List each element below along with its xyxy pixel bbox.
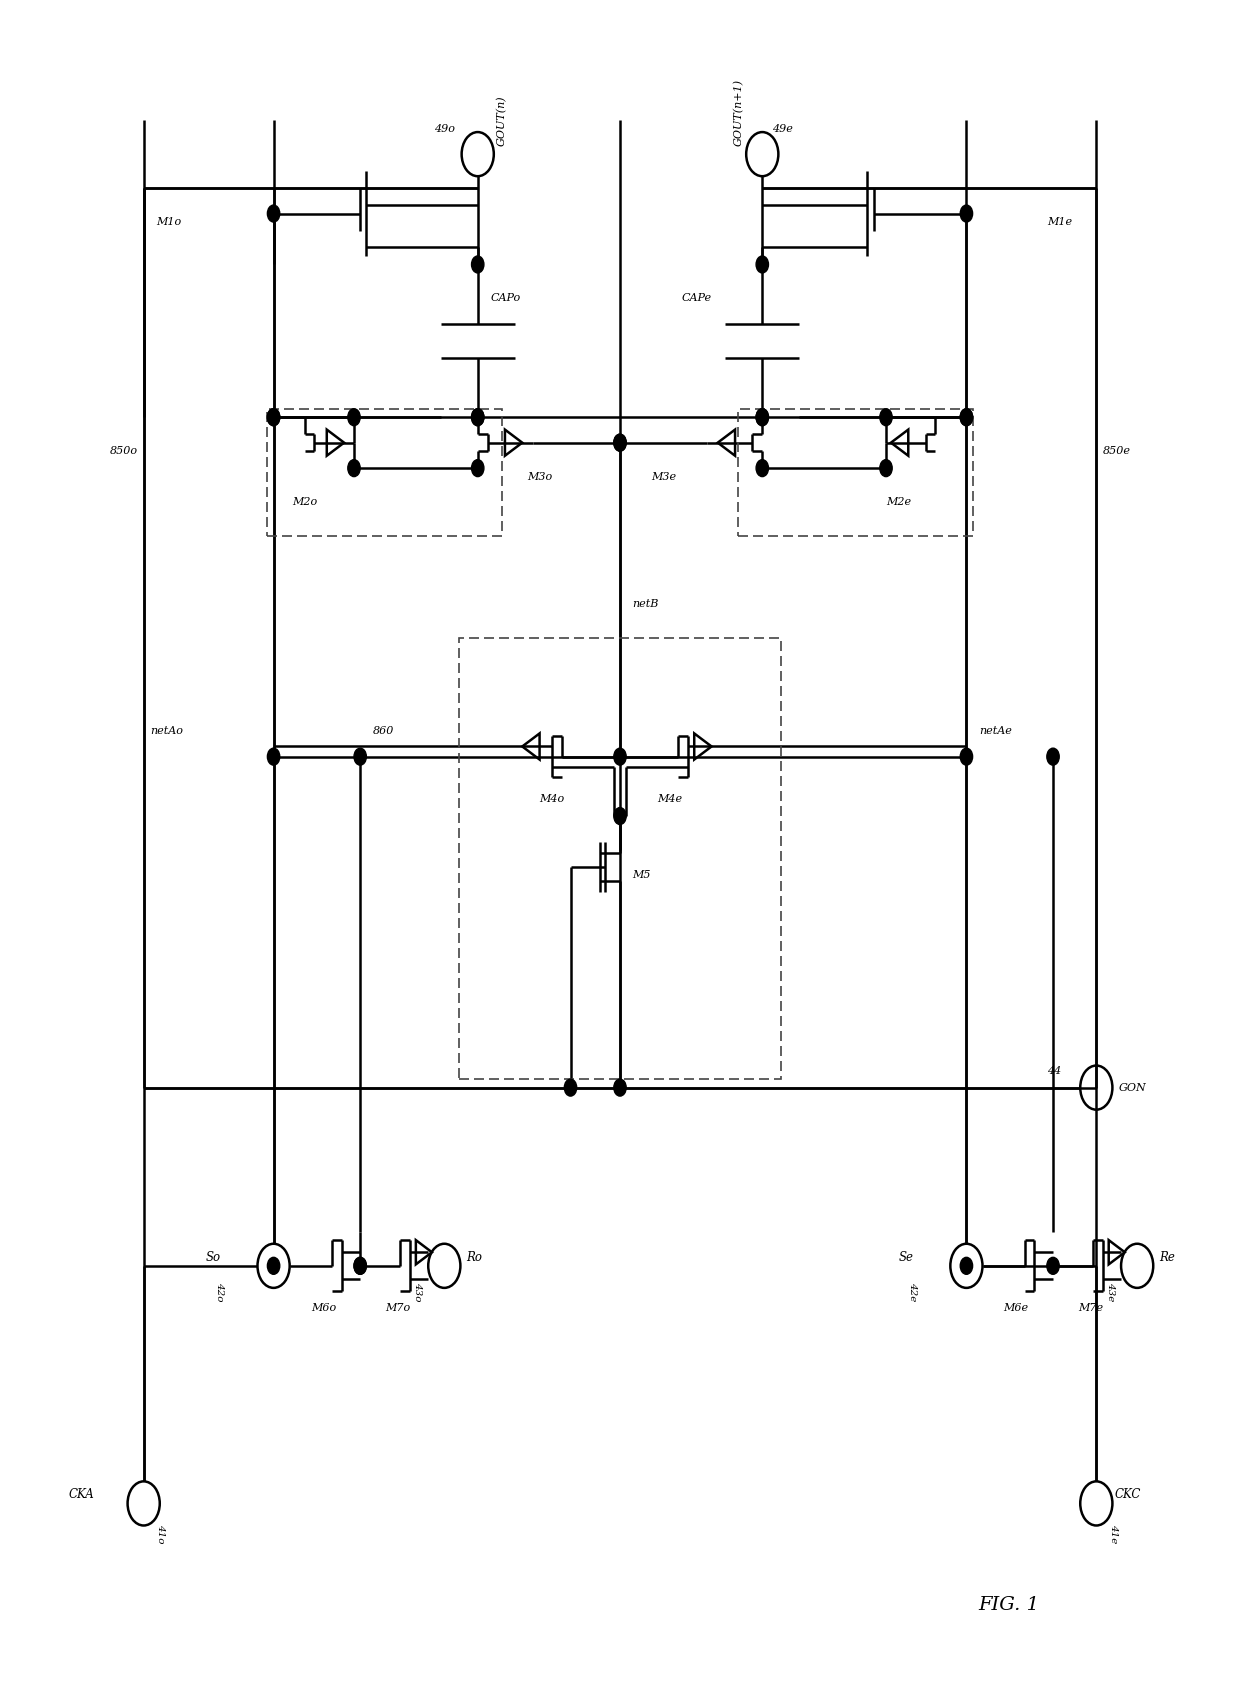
Circle shape <box>471 408 484 425</box>
Text: So: So <box>206 1251 221 1263</box>
Circle shape <box>347 459 360 476</box>
Text: CAPe: CAPe <box>682 294 712 303</box>
Bar <box>459 638 781 1080</box>
Text: M2e: M2e <box>887 496 911 507</box>
Circle shape <box>960 408 972 425</box>
Text: 41o: 41o <box>156 1525 165 1544</box>
Text: GON: GON <box>1118 1083 1146 1093</box>
Text: Ro: Ro <box>466 1251 482 1263</box>
Text: M1o: M1o <box>156 218 181 228</box>
Text: M6o: M6o <box>311 1304 336 1312</box>
Circle shape <box>960 408 972 425</box>
Text: 43e: 43e <box>1106 1282 1115 1300</box>
Text: CAPo: CAPo <box>490 294 521 303</box>
Circle shape <box>471 408 484 425</box>
Text: M4o: M4o <box>539 794 565 804</box>
Circle shape <box>756 408 769 425</box>
Circle shape <box>268 748 280 765</box>
Text: 41e: 41e <box>1109 1525 1117 1544</box>
Circle shape <box>880 459 893 476</box>
Text: 44: 44 <box>1047 1066 1061 1076</box>
Text: netB: netB <box>632 598 658 609</box>
Text: 860: 860 <box>372 726 394 736</box>
Text: M3o: M3o <box>527 471 553 481</box>
Circle shape <box>347 408 360 425</box>
Text: GOUT(n): GOUT(n) <box>496 95 507 146</box>
Circle shape <box>614 434 626 450</box>
Text: M7e: M7e <box>1078 1304 1102 1312</box>
Text: 42e: 42e <box>908 1282 918 1300</box>
Circle shape <box>614 808 626 824</box>
Text: 42o: 42o <box>216 1282 224 1300</box>
Text: netAo: netAo <box>150 726 182 736</box>
Circle shape <box>564 1080 577 1096</box>
Text: GOUT(n+1): GOUT(n+1) <box>733 78 744 146</box>
Bar <box>268 408 502 536</box>
Text: 49o: 49o <box>434 124 455 134</box>
Circle shape <box>614 1080 626 1096</box>
Text: 43o: 43o <box>413 1282 423 1300</box>
Circle shape <box>268 1258 280 1275</box>
Circle shape <box>960 206 972 223</box>
Circle shape <box>353 1258 366 1275</box>
Circle shape <box>268 408 280 425</box>
Text: M3e: M3e <box>651 471 676 481</box>
Text: 49e: 49e <box>773 124 794 134</box>
Bar <box>738 408 972 536</box>
Circle shape <box>1047 1258 1059 1275</box>
Text: CKA: CKA <box>68 1489 94 1501</box>
Circle shape <box>756 257 769 274</box>
Circle shape <box>353 1258 366 1275</box>
Circle shape <box>880 408 893 425</box>
Text: M2o: M2o <box>293 496 317 507</box>
Text: M1e: M1e <box>1047 218 1071 228</box>
Text: FIG. 1: FIG. 1 <box>978 1596 1040 1615</box>
Circle shape <box>614 434 626 450</box>
Text: M4e: M4e <box>657 794 682 804</box>
Text: Se: Se <box>898 1251 914 1263</box>
Circle shape <box>1047 748 1059 765</box>
Circle shape <box>960 748 972 765</box>
Text: CKC: CKC <box>1115 1489 1141 1501</box>
Text: Re: Re <box>1159 1251 1176 1263</box>
Text: 850o: 850o <box>109 445 138 456</box>
Circle shape <box>268 408 280 425</box>
Circle shape <box>353 748 366 765</box>
Circle shape <box>756 408 769 425</box>
Circle shape <box>614 748 626 765</box>
Circle shape <box>471 257 484 274</box>
Text: netAe: netAe <box>978 726 1012 736</box>
Text: 850e: 850e <box>1102 445 1131 456</box>
Circle shape <box>756 459 769 476</box>
Text: M6e: M6e <box>1003 1304 1029 1312</box>
Circle shape <box>268 206 280 223</box>
Text: M5: M5 <box>632 870 651 881</box>
Circle shape <box>960 1258 972 1275</box>
Circle shape <box>471 459 484 476</box>
Text: M7o: M7o <box>384 1304 410 1312</box>
